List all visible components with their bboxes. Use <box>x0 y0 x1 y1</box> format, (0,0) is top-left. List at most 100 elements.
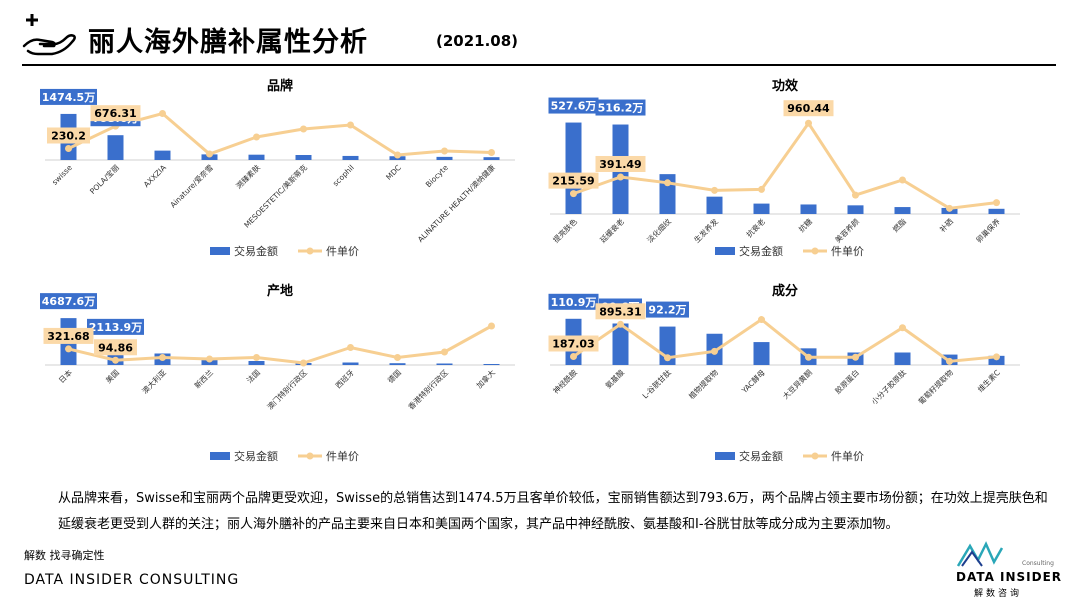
category-label-7: 德国 <box>385 367 403 385</box>
bar-1 <box>107 135 124 160</box>
bar-4 <box>248 361 265 365</box>
bar-7 <box>894 207 911 214</box>
legend-line-dot <box>811 247 819 255</box>
bar-6 <box>342 155 359 160</box>
line-point-2 <box>159 354 166 361</box>
category-label-0: 提亮肤色 <box>551 216 580 245</box>
data-label-0: 527.6万 <box>551 100 597 113</box>
category-label-2: 淡化细纹 <box>645 216 674 245</box>
bar-4 <box>753 203 770 214</box>
line-point-5 <box>300 359 307 367</box>
line-point-1 <box>617 320 624 328</box>
page-date: (2021.08) <box>436 32 519 50</box>
category-label-6: scophil <box>331 163 356 188</box>
bar-7 <box>389 363 406 365</box>
category-label-7: MDC <box>384 163 403 182</box>
data-insider-logo-icon <box>956 541 1004 567</box>
data-label-1: 516.2万 <box>598 102 644 115</box>
legend-bar-swatch <box>715 452 735 460</box>
line-point-1 <box>617 173 624 181</box>
bar-1 <box>612 323 629 365</box>
category-label-6: 西班牙 <box>333 367 356 390</box>
bar-6 <box>847 205 864 214</box>
data-label-0: 4687.6万 <box>42 295 95 308</box>
bar-6 <box>342 362 359 365</box>
data-label-bg-3 <box>94 339 137 356</box>
legend-bar-label: 交易金额 <box>234 449 278 463</box>
line-point-7 <box>899 324 906 332</box>
line-point-0 <box>570 352 577 360</box>
bar-0 <box>565 122 582 214</box>
category-label-9: ALINATURE HEALTH/澳纳健康 <box>415 162 497 244</box>
category-label-3: 生发养发 <box>692 216 721 245</box>
data-label-3: 391.49 <box>599 158 641 171</box>
line-point-6 <box>852 191 859 199</box>
chart-title: 产地 <box>267 283 293 299</box>
legend-bar-label: 交易金额 <box>739 449 783 463</box>
data-label-4: 895.31 <box>599 305 641 318</box>
category-label-1: POLA/宝丽 <box>87 162 121 196</box>
legend-bar-swatch <box>715 247 735 255</box>
legend-line-dot <box>811 452 819 460</box>
data-label-bg-0 <box>548 97 599 114</box>
line-point-0 <box>65 144 72 152</box>
line-point-8 <box>946 357 953 365</box>
data-label-bg-1 <box>595 99 646 116</box>
legend-line-dot <box>306 247 314 255</box>
bar-4 <box>753 342 770 365</box>
category-label-0: swisse <box>50 163 74 187</box>
data-label-bg-3 <box>595 155 646 172</box>
legend-bar-swatch <box>210 452 230 460</box>
line-point-2 <box>159 110 166 117</box>
data-label-2: 215.59 <box>552 175 594 188</box>
category-label-2: 澳大利亚 <box>140 367 169 396</box>
category-label-0: 日本 <box>56 367 74 385</box>
line-series <box>572 317 997 363</box>
category-label-9: 卵巢保养 <box>974 216 1003 245</box>
data-label-3: 94.86 <box>98 341 133 354</box>
line-point-7 <box>899 176 906 184</box>
data-label-bg-3 <box>548 335 599 352</box>
line-point-9 <box>993 199 1000 207</box>
chart-panel-ingredient: 成分 神经酰胺 氨基酸 L-谷胱甘肽 植物提取物 YAC酵母 大豆异黄酮 胶原蛋白 小分子胶原肽… <box>545 279 1045 479</box>
line-point-0 <box>570 190 577 198</box>
title-divider <box>22 64 1056 66</box>
brand-slogan: 解数 找寻确定性 <box>24 549 105 562</box>
bar-7 <box>894 352 911 365</box>
data-label-bg-0 <box>40 88 97 105</box>
category-label-9: 加拿大 <box>474 367 497 390</box>
line-point-3 <box>711 186 718 194</box>
company-name: DATA INSIDER CONSULTING <box>24 572 240 588</box>
category-label-5: 大豆异黄酮 <box>780 367 814 401</box>
category-label-5: 抗糖 <box>796 216 814 234</box>
line-point-6 <box>347 121 354 129</box>
line-point-3 <box>206 355 213 363</box>
logo-consulting: Consulting <box>1022 560 1054 567</box>
category-label-7: 小分子胶原肽 <box>869 367 908 406</box>
line-point-4 <box>758 316 765 324</box>
chart-title: 成分 <box>772 283 798 299</box>
line-point-8 <box>946 204 953 212</box>
legend-line-label: 件单价 <box>831 450 864 463</box>
line-point-4 <box>758 185 765 193</box>
line-point-9 <box>488 322 495 330</box>
data-label-bg-4 <box>595 303 646 320</box>
line-point-1 <box>112 356 119 364</box>
bar-2 <box>154 150 171 160</box>
line-point-0 <box>65 345 72 353</box>
line-point-5 <box>805 119 812 127</box>
legend-line-label: 件单价 <box>326 450 359 463</box>
category-label-1: 氨基酸 <box>603 367 626 390</box>
logo-name: DATA INSIDER <box>956 570 1063 584</box>
line-point-2 <box>664 354 671 362</box>
category-label-4: 法国 <box>244 367 262 385</box>
line-point-9 <box>993 353 1000 361</box>
category-label-2: L-谷胱甘肽 <box>640 367 673 400</box>
category-label-8: Biocyte <box>424 163 450 189</box>
data-label-bg-2 <box>646 301 689 318</box>
bar-8 <box>436 363 453 365</box>
data-label-2: 321.68 <box>47 330 89 343</box>
line-series <box>572 120 997 210</box>
